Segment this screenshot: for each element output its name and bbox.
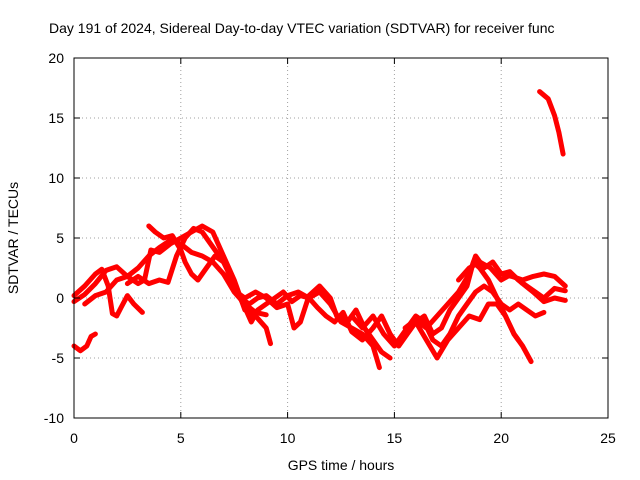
y-tick-label: 0 [56,290,64,306]
series-trace-12 [498,271,568,289]
x-tick-label: 0 [70,430,78,446]
x-tick-label: 25 [600,430,616,446]
series-trace-2 [71,266,145,319]
y-tick-label: 5 [56,230,64,246]
grid [74,58,608,418]
axis-ticks: 0 5 10 15 20 25 -10 -5 0 5 10 15 20 [44,50,616,446]
x-axis-label: GPS time / hours [288,457,395,473]
y-tick-label: -10 [44,410,64,426]
series-trace-13 [537,89,566,157]
y-tick-label: 20 [48,50,64,66]
series-trace-10 [413,301,534,365]
x-tick-label: 10 [280,430,296,446]
y-tick-label: 10 [48,170,64,186]
data-traces [71,89,568,371]
y-tick-label: 15 [48,110,64,126]
chart-title: Day 191 of 2024, Sidereal Day-to-day VTE… [49,20,555,36]
x-tick-label: 15 [387,430,403,446]
y-axis-label: SDTVAR / TECUs [5,182,21,294]
x-tick-label: 20 [493,430,509,446]
x-tick-label: 5 [177,430,185,446]
series-trace-1 [71,331,98,354]
y-tick-label: -5 [52,350,65,366]
